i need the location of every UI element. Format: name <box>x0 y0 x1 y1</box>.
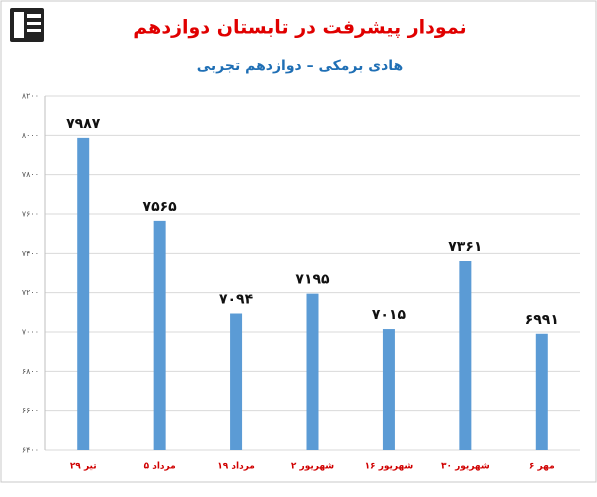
bar <box>77 137 90 450</box>
value-label: ۷۳۶۱ <box>448 239 482 255</box>
value-label: ۷۵۶۵ <box>143 199 178 215</box>
chart-title: نمودار پیشرفت در تابستان دوازدهم <box>133 17 466 39</box>
bar <box>153 220 166 450</box>
chart-frame <box>0 0 597 483</box>
value-label: ۷۹۸۷ <box>66 116 101 132</box>
y-tick-label: ۷۶۰۰ <box>22 210 39 219</box>
y-tick-label: ۶۴۰۰ <box>22 446 39 455</box>
chart-subtitle: هادی برمکی – دوازدهم تجربی <box>197 58 404 74</box>
x-tick-label: ۱۶ شهریور <box>365 462 414 472</box>
x-tick-label: ۵ مرداد <box>144 462 176 472</box>
logo <box>10 8 44 42</box>
bar <box>459 261 472 450</box>
x-tick-label: ۱۹ مرداد <box>217 462 255 472</box>
bar <box>382 329 395 450</box>
bar <box>535 333 548 450</box>
bar <box>306 293 319 450</box>
y-tick-label: ۷۲۰۰ <box>22 288 39 297</box>
y-tick-label: ۷۴۰۰ <box>22 249 39 258</box>
y-tick-label: ۶۸۰۰ <box>22 367 39 376</box>
x-tick-label: ۲ شهریور <box>291 462 334 472</box>
y-tick-label: ۸۰۰۰ <box>22 131 39 140</box>
value-label: ۶۹۹۱ <box>525 312 559 328</box>
value-label: ۷۰۹۴ <box>219 292 254 308</box>
y-tick-label: ۸۲۰۰ <box>22 92 39 101</box>
x-tick-label: ۲۹ تیر <box>70 462 97 472</box>
value-label: ۷۰۱۵ <box>372 307 407 323</box>
y-tick-label: ۷۸۰۰ <box>22 170 39 179</box>
x-tick-label: ۳۰ شهریور <box>441 462 490 472</box>
bar <box>230 313 243 450</box>
x-tick-label: ۶ مهر <box>529 462 555 472</box>
value-label: ۷۱۹۵ <box>295 272 330 288</box>
y-tick-label: ۷۰۰۰ <box>22 328 39 337</box>
y-tick-label: ۶۶۰۰ <box>22 406 39 415</box>
